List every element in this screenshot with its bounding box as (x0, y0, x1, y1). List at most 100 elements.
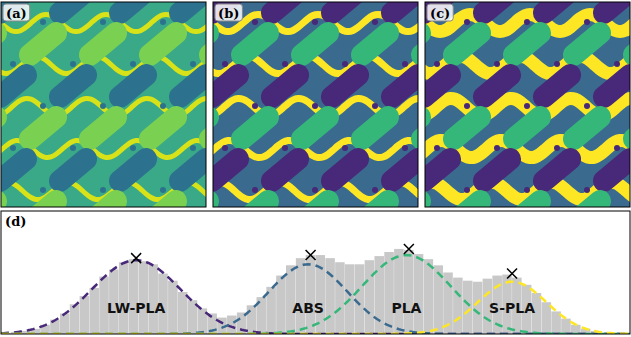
image-blob (213, 18, 224, 71)
image-blob (425, 186, 436, 207)
image-speck (190, 61, 196, 67)
image-speck (40, 19, 46, 25)
histogram-bar (70, 304, 80, 334)
image-blob (528, 144, 585, 197)
image-speck (100, 187, 106, 193)
image-blob (213, 102, 224, 155)
histogram-bar (80, 296, 90, 334)
image-blob (425, 60, 466, 113)
panel-frame (425, 2, 630, 207)
panel-frame (213, 2, 418, 207)
image-blob (213, 60, 254, 113)
image-speck (10, 145, 16, 151)
image-speck (524, 187, 530, 193)
panel-label: (a) (6, 6, 27, 21)
image-blob (316, 144, 373, 197)
image-blob (104, 60, 161, 113)
image-speck (282, 61, 288, 67)
panel-label-bg (215, 4, 242, 21)
image-blob (618, 186, 630, 207)
image-blob (74, 18, 131, 71)
image-speck (494, 145, 500, 151)
fit-curve (1, 282, 630, 334)
image-speck (372, 187, 378, 193)
image-speck (40, 187, 46, 193)
panel-label-box: (a) (3, 4, 30, 21)
image-blob (1, 144, 42, 197)
image-blob (1, 18, 12, 71)
histogram-bar (374, 256, 384, 334)
image-speck (554, 145, 560, 151)
histogram-bar (178, 292, 188, 334)
image-blob (256, 60, 313, 113)
image-speck (312, 187, 318, 193)
image-blob (316, 60, 373, 113)
image-blob (438, 18, 495, 71)
image-blob (213, 186, 224, 207)
image-speck (190, 145, 196, 151)
figure: (a)(b)(c)LW-PLAABSPLAS-PLA(d) (0, 0, 631, 337)
panel-label-box: (b) (215, 4, 242, 21)
peak-marker (507, 269, 517, 279)
panel-label-bg (3, 4, 30, 21)
image-blob (438, 102, 495, 155)
image-blob (74, 102, 131, 155)
image-speck (100, 103, 106, 109)
histogram-bar (168, 281, 178, 334)
image-speck (10, 61, 16, 67)
panel-label-bg (427, 4, 453, 21)
class-label: ABS (292, 300, 324, 316)
image-speck (554, 61, 560, 67)
image-blob (104, 144, 161, 197)
image-blob (406, 18, 418, 71)
image-speck (372, 19, 378, 25)
image-blob (425, 2, 466, 28)
image-blob (558, 18, 615, 71)
image-blob (74, 186, 131, 207)
image-blob (134, 102, 191, 155)
image-blob (425, 144, 466, 197)
image-speck (222, 145, 228, 151)
image-blob (44, 144, 101, 197)
plot-frame (1, 211, 630, 334)
image-blob (226, 18, 283, 71)
image-blob (286, 18, 343, 71)
image-blob (346, 18, 403, 71)
image-speck (584, 19, 590, 25)
image-blob (134, 186, 191, 207)
image-speck (372, 103, 378, 109)
image-blob (213, 144, 254, 197)
peak-marker (131, 253, 141, 263)
image-blob (468, 60, 525, 113)
image-speck (160, 19, 166, 25)
image-speck (342, 145, 348, 151)
image-blob (194, 18, 206, 71)
image-speck (402, 145, 408, 151)
image-speck (70, 61, 76, 67)
histogram-bar (89, 288, 99, 334)
panel-frame (1, 2, 206, 207)
image-blob (226, 186, 283, 207)
histogram-bar (335, 262, 345, 334)
image-speck (584, 187, 590, 193)
image-speck (434, 145, 440, 151)
image-blob (588, 144, 630, 197)
image-blob (498, 102, 555, 155)
image-speck (464, 19, 470, 25)
histogram-bar (276, 276, 286, 334)
image-content (213, 2, 418, 207)
image-speck (282, 145, 288, 151)
histogram-bar (542, 302, 552, 334)
image-blob (256, 144, 313, 197)
image-speck (100, 19, 106, 25)
image-blob (134, 18, 191, 71)
image-speck (524, 19, 530, 25)
histogram-bar (424, 259, 434, 334)
image-speck (70, 145, 76, 151)
image-blob (286, 102, 343, 155)
image-speck (524, 103, 530, 109)
image-blob (618, 102, 630, 155)
image-content (1, 2, 206, 207)
histogram-bar (60, 314, 70, 335)
image-blob (406, 102, 418, 155)
